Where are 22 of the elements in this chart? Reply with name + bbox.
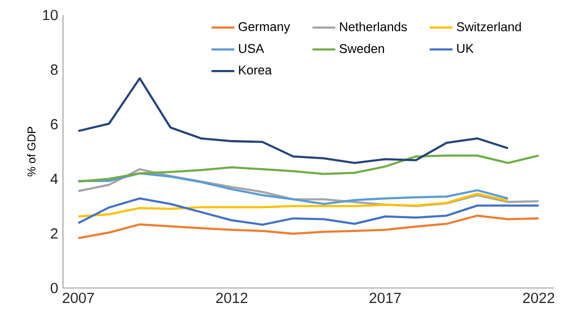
legend-label: Germany xyxy=(238,22,290,34)
y-tick-label: 2 xyxy=(50,228,58,239)
x-tick-label: 2022 xyxy=(523,292,554,304)
y-tick-label: 6 xyxy=(50,119,58,130)
y-tick-label: 0 xyxy=(50,282,58,294)
x-tick-label: 2017 xyxy=(370,292,401,304)
line-series xyxy=(77,154,540,183)
y-tick-label: 4 xyxy=(50,174,58,184)
legend-label: Switzerland xyxy=(456,22,521,32)
legend-label: USA xyxy=(239,44,264,53)
y-tick-label: 10 xyxy=(43,10,58,20)
line-series xyxy=(77,168,540,208)
line-series xyxy=(77,172,510,205)
legend-label: Sweden xyxy=(340,44,384,54)
y-axis-title: % of GDP xyxy=(27,126,36,176)
legend-label: Netherlands xyxy=(340,22,407,32)
legend-label: Korea xyxy=(239,66,272,74)
line-series xyxy=(77,77,510,164)
legend-label: UK xyxy=(457,44,474,53)
x-tick-label: 2007 xyxy=(62,292,94,304)
y-tick-label: 8 xyxy=(50,64,58,75)
x-tick-label: 2012 xyxy=(216,292,248,304)
